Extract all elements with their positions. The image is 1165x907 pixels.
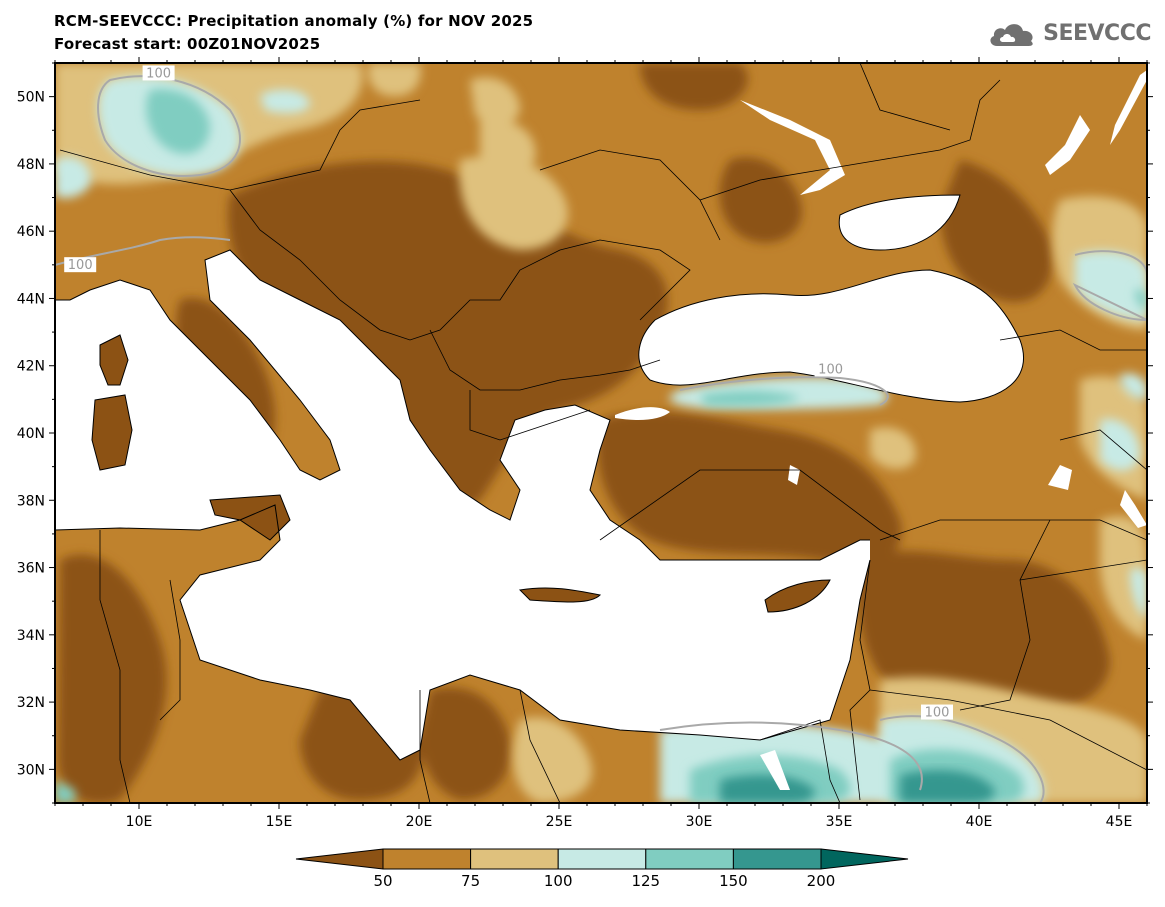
x-tick-label: 45E	[1106, 814, 1133, 830]
x-tick-label: 30E	[686, 814, 713, 830]
colorbar-label: 200	[807, 872, 836, 890]
colorbar-label: 50	[373, 872, 392, 890]
contour-labels: 100 100 100 100	[64, 65, 953, 721]
map-title: RCM-SEEVCCC: Precipitation anomaly (%) f…	[54, 12, 534, 30]
y-tick-label: 46N	[17, 224, 45, 240]
anomaly-150-200	[720, 770, 995, 803]
y-tick-label: 40N	[17, 426, 45, 442]
sea-mask	[55, 70, 1147, 790]
seevccc-logo: SEEVCCC	[987, 18, 1151, 48]
contour-label: 100	[146, 66, 171, 81]
contour-label: 100	[925, 706, 950, 721]
logo-text: SEEVCCC	[1043, 20, 1151, 46]
anomaly-field	[55, 63, 1147, 803]
y-tick-label: 36N	[17, 561, 45, 577]
y-tick-label: 42N	[17, 359, 45, 375]
contour-label-bg	[921, 704, 953, 720]
colorbar-label: 100	[544, 872, 573, 890]
contour-label-bg	[814, 361, 847, 377]
cloud-icon	[990, 24, 1033, 46]
x-tick-label: 20E	[406, 814, 433, 830]
colorbar-box	[470, 848, 559, 870]
colorbar-box	[382, 848, 472, 870]
x-tick-label: 15E	[266, 814, 293, 830]
islands	[92, 335, 830, 612]
y-tick-label: 30N	[17, 762, 45, 778]
anomaly-below-50	[58, 63, 1110, 803]
colorbar-low-triangle	[295, 848, 384, 870]
coastlines	[55, 194, 1025, 761]
y-tick-label: 32N	[17, 695, 45, 711]
country-borders	[59, 63, 1147, 803]
x-tick-label: 25E	[546, 814, 573, 830]
y-tick-label: 38N	[17, 493, 45, 509]
forecast-start-label: Forecast start: 00Z01NOV2025	[54, 35, 321, 53]
x-tick-label: 40E	[966, 814, 993, 830]
colorbar-label: 125	[631, 872, 660, 890]
contour-label: 100	[68, 258, 93, 273]
contour-label-bg	[142, 65, 175, 81]
y-tick-label: 34N	[17, 628, 45, 644]
colorbar-label: 150	[719, 872, 748, 890]
colorbar-box	[557, 848, 647, 870]
colorbar-high-triangle	[820, 848, 909, 870]
y-tick-label: 50N	[17, 90, 45, 106]
x-tick-label: 35E	[826, 814, 853, 830]
colorbar-box	[645, 848, 734, 870]
x-axis: 10E 15E 20E 25E 30E 35E 40E 45E	[54, 57, 1148, 830]
x-tick-label: 10E	[126, 814, 153, 830]
colorbar-label: 75	[461, 872, 480, 890]
y-axis: 30N 32N 34N 36N 38N 40N 42N 44N 46N 48N 50N	[17, 62, 1153, 804]
y-tick-label: 48N	[17, 157, 45, 173]
y-tick-label: 44N	[17, 291, 45, 307]
contour-label: 100	[818, 362, 843, 377]
colorbar: 50 75 100 125 150 200	[295, 848, 909, 890]
colorbar-box	[732, 848, 822, 870]
contour-label-bg	[64, 257, 97, 273]
